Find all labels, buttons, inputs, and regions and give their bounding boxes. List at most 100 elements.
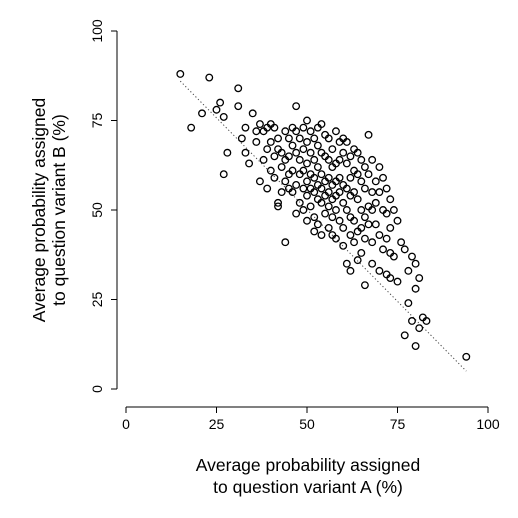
data-point <box>379 245 387 254</box>
data-point <box>303 191 311 200</box>
data-point <box>339 148 348 157</box>
data-point <box>266 166 275 175</box>
data-point <box>397 238 406 247</box>
data-point <box>317 231 326 240</box>
data-point <box>357 177 366 186</box>
data-point <box>364 130 373 139</box>
data-point <box>324 155 333 164</box>
data-point <box>408 252 416 261</box>
data-point <box>255 120 264 129</box>
data-point <box>357 206 366 214</box>
data-point <box>375 231 384 240</box>
data-point <box>252 127 261 136</box>
data-point <box>339 198 348 207</box>
data-point <box>205 73 214 82</box>
data-point <box>295 198 304 207</box>
data-point <box>313 220 322 229</box>
data-point <box>389 252 398 261</box>
data-point <box>328 145 337 154</box>
x-axis-label-line-2: to question variant A (%) <box>213 477 403 497</box>
data-point <box>274 198 282 207</box>
data-point <box>324 223 333 232</box>
data-point <box>299 166 308 175</box>
x-axis-label-line-1: Average probability assigned <box>196 455 420 475</box>
data-point <box>400 331 409 340</box>
data-point <box>288 188 297 197</box>
data-point <box>277 163 286 171</box>
data-point <box>386 223 395 232</box>
y-tick-label: 50 <box>89 202 105 218</box>
y-axis-ticks: 0 25 50 75 100 <box>89 19 117 393</box>
data-point <box>415 324 424 333</box>
data-point <box>288 141 297 150</box>
data-point <box>259 155 268 164</box>
plot-area: 0 25 50 75 100 0 25 50 75 100 <box>89 19 500 432</box>
data-point <box>299 184 308 193</box>
data-point <box>292 209 301 218</box>
data-point <box>342 159 351 168</box>
data-point <box>332 206 340 214</box>
data-point <box>335 216 344 225</box>
data-point <box>245 159 254 168</box>
data-point <box>404 266 413 275</box>
data-point <box>350 216 359 225</box>
y-axis-label: Average probability assigned to question… <box>29 98 69 322</box>
data-point <box>400 245 409 254</box>
data-point <box>212 105 221 114</box>
y-tick-label: 25 <box>89 292 105 308</box>
data-point <box>364 220 373 229</box>
data-point <box>324 173 333 182</box>
x-tick-label: 25 <box>209 416 225 432</box>
data-point <box>357 155 366 164</box>
data-point <box>292 102 301 111</box>
data-point <box>317 170 326 179</box>
data-point <box>324 134 333 143</box>
x-tick-label: 0 <box>122 416 130 432</box>
data-point <box>353 148 362 157</box>
data-point <box>360 213 369 222</box>
data-point <box>274 202 282 211</box>
data-point <box>386 274 395 282</box>
x-tick-label: 50 <box>299 416 315 432</box>
data-point <box>281 238 290 247</box>
x-axis-ticks: 0 25 50 75 100 <box>122 407 500 432</box>
data-point <box>303 138 311 146</box>
data-point <box>295 155 304 164</box>
data-point <box>360 281 369 290</box>
data-point <box>317 184 326 193</box>
data-point <box>342 259 351 268</box>
data-point <box>317 120 326 129</box>
data-point <box>248 109 257 118</box>
data-point <box>335 173 344 182</box>
data-point <box>324 188 333 197</box>
data-points <box>176 70 471 361</box>
data-point <box>198 109 206 118</box>
x-axis-label: Average probability assigned to question… <box>196 455 420 497</box>
data-point <box>368 259 377 268</box>
data-point <box>303 177 311 186</box>
fit-line <box>179 80 467 372</box>
data-point <box>346 266 355 275</box>
data-point <box>219 170 228 179</box>
data-point <box>350 188 359 197</box>
data-point <box>382 209 391 218</box>
data-point <box>393 216 402 225</box>
data-point <box>342 184 351 193</box>
data-point <box>292 148 301 157</box>
data-point <box>234 84 243 93</box>
data-point <box>310 227 319 236</box>
data-point <box>371 177 380 186</box>
data-point <box>339 241 348 250</box>
data-point <box>306 148 315 157</box>
data-point <box>350 238 359 247</box>
data-point <box>364 170 373 179</box>
data-point <box>368 155 377 164</box>
data-point <box>335 155 344 164</box>
data-point <box>299 206 308 214</box>
data-point <box>328 213 337 222</box>
data-point <box>357 223 366 232</box>
data-point <box>324 202 333 211</box>
data-point <box>353 170 362 179</box>
y-tick-label: 100 <box>89 19 105 43</box>
